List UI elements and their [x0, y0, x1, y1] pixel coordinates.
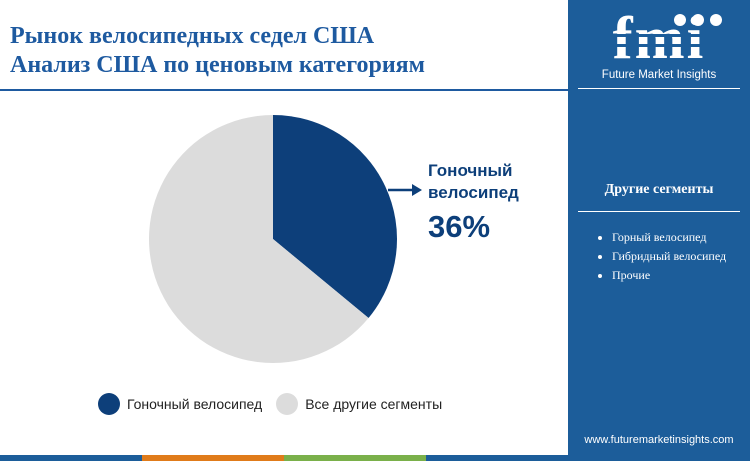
callout-label-line-1: Гоночный — [428, 161, 513, 180]
sidebar-divider-top — [578, 88, 740, 89]
list-item: Прочие — [612, 266, 743, 285]
globe-icon — [710, 14, 722, 26]
pie-slice-racing — [273, 115, 397, 319]
pie-chart — [149, 115, 422, 363]
logo-subtitle: Future Market Insights — [601, 69, 717, 81]
globe-icon — [692, 14, 704, 26]
globe-icon — [674, 14, 686, 26]
callout-arrow — [388, 184, 422, 196]
pie-slice-other — [149, 115, 369, 363]
title-line-1: Рынок велосипедных седел США — [10, 23, 375, 49]
title-divider — [0, 89, 568, 91]
bottom-bar-segment-4 — [426, 455, 568, 461]
legend-swatch-other — [276, 393, 299, 415]
legend-item-racing: Гоночный велосипед — [98, 393, 262, 415]
svg-text:fmi: fmi — [613, 8, 706, 68]
bottom-bar-segment-2 — [142, 455, 284, 461]
legend-item-other: Все другие сегменты — [276, 393, 442, 415]
bottom-bar-segment-3 — [284, 455, 426, 461]
fmi-logo: fmi — [594, 8, 724, 68]
callout-value: 36% — [428, 209, 491, 244]
chart-legend: Гоночный велосипед Все другие сегменты — [98, 393, 456, 415]
pie-callout: Гоночный велосипед 36% — [428, 160, 519, 245]
bottom-bar-segment-1 — [0, 455, 142, 461]
title-line-2: Анализ США по ценовым категориям — [10, 52, 426, 78]
website-url: www.futuremarketinsights.com — [584, 434, 734, 446]
list-item: Горный велосипед — [612, 228, 743, 247]
sidebar-divider-heading — [578, 211, 740, 212]
callout-label-line-2: велосипед — [428, 183, 519, 202]
sidebar-heading: Другие сегменты — [604, 182, 714, 197]
other-segments-list: Горный велосипед Гибридный велосипед Про… — [598, 228, 743, 285]
bottom-color-bar — [0, 455, 568, 461]
legend-swatch-racing — [98, 393, 120, 415]
legend-label-racing: Гоночный велосипед — [127, 396, 263, 412]
page-title: Рынок велосипедных седел США Анализ США … — [10, 22, 425, 80]
legend-label-other: Все другие сегменты — [305, 396, 443, 412]
sidebar: fmi Future Market Insights Другие сегмен… — [568, 0, 750, 461]
main-panel: Рынок велосипедных седел США Анализ США … — [0, 22, 568, 461]
list-item: Гибридный велосипед — [612, 247, 743, 266]
